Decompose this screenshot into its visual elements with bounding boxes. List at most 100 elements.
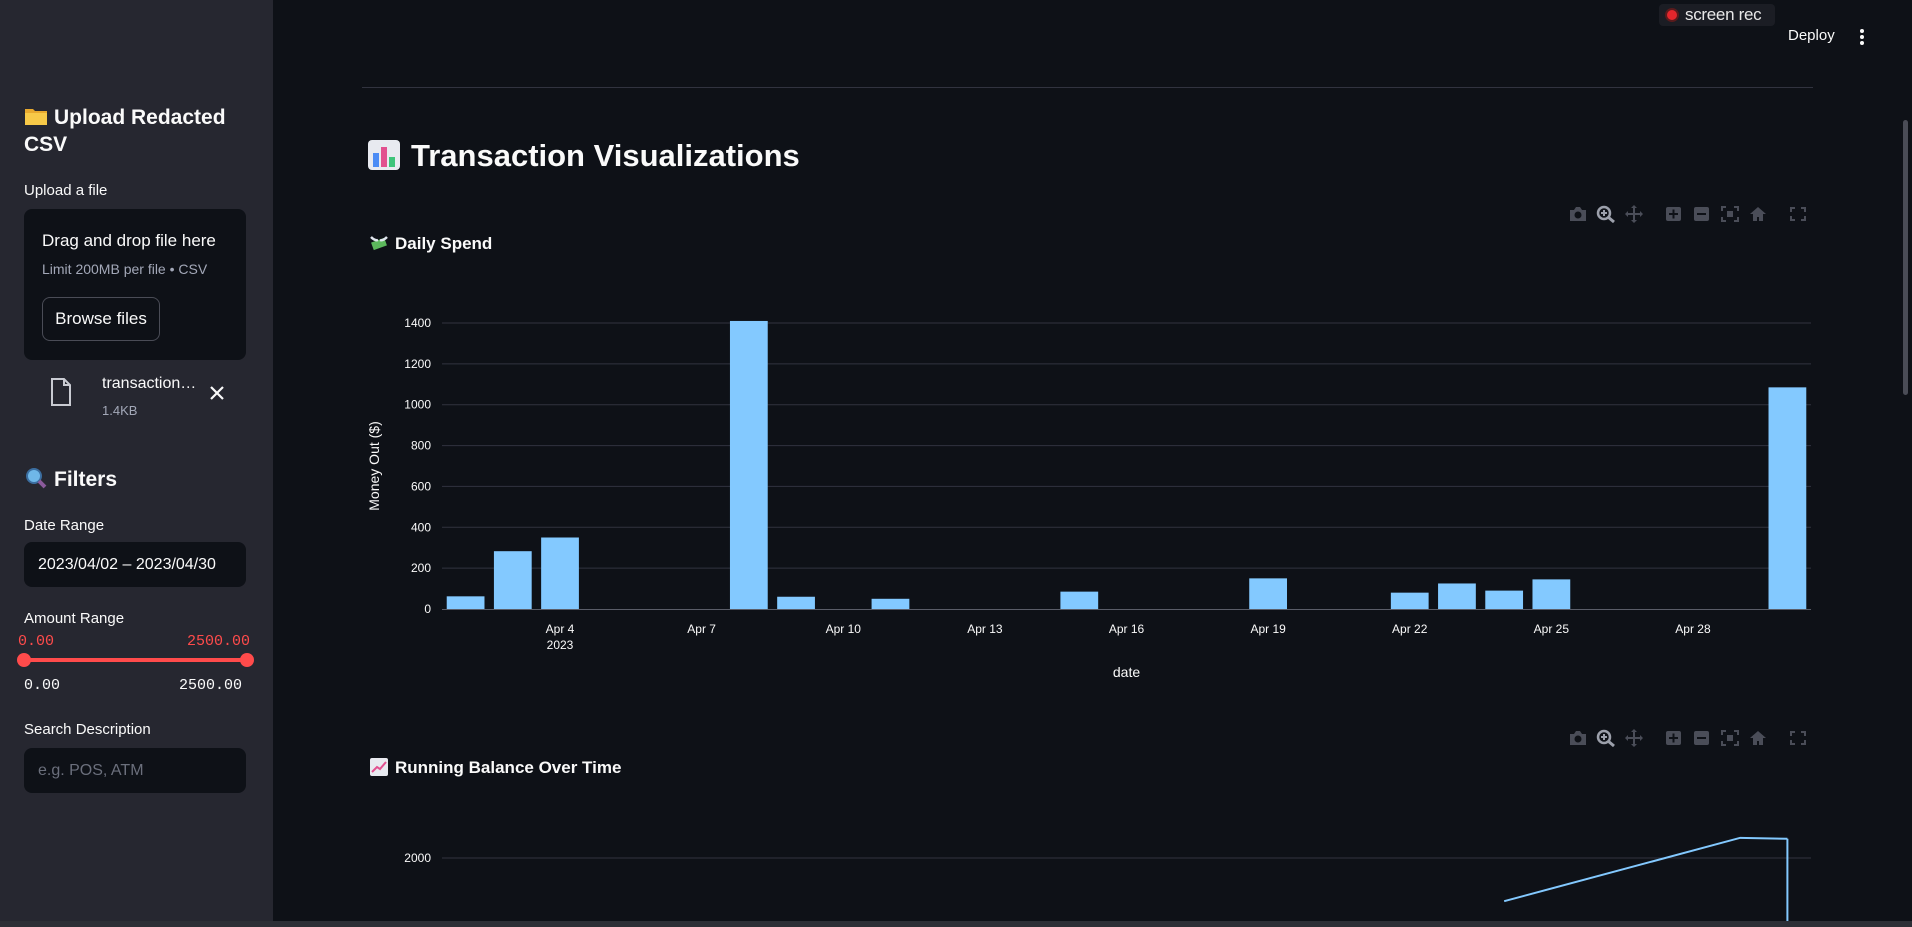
dropzone-title: Drag and drop file here bbox=[42, 231, 216, 250]
autoscale-icon[interactable] bbox=[1720, 205, 1740, 223]
bar bbox=[541, 537, 579, 609]
x-tick-label: Apr 4 bbox=[546, 622, 575, 636]
zoom-icon[interactable] bbox=[1596, 729, 1616, 747]
daily-chart-modebar bbox=[1568, 205, 1808, 223]
camera-icon[interactable] bbox=[1568, 205, 1588, 223]
bar-chart-emoji-icon bbox=[368, 140, 400, 170]
daily-spend-title: Daily Spend bbox=[369, 233, 492, 254]
amount-max-selected: 2500.00 bbox=[187, 633, 251, 650]
filters-heading-text: Filters bbox=[54, 468, 118, 491]
x-tick-label: Apr 7 bbox=[687, 622, 716, 636]
x-tick-label: Apr 10 bbox=[826, 622, 862, 636]
fullscreen-icon[interactable] bbox=[1788, 205, 1808, 223]
y-tick-label: 1200 bbox=[404, 357, 431, 371]
page-title-text: Transaction Visualizations bbox=[411, 138, 800, 173]
header-divider bbox=[362, 87, 1813, 88]
date-range-label: Date Range bbox=[24, 517, 105, 534]
y-tick-label: 1000 bbox=[404, 398, 431, 412]
page-scrollbar-thumb[interactable] bbox=[1903, 120, 1908, 395]
date-range-input[interactable]: 2023/04/02 – 2023/04/30 bbox=[24, 542, 246, 587]
uploaded-file: transaction… 1.4KB bbox=[24, 370, 246, 422]
browse-files-button[interactable]: Browse files bbox=[42, 297, 160, 341]
x-tick-label: Apr 22 bbox=[1392, 622, 1428, 636]
bar bbox=[1532, 579, 1571, 609]
bar bbox=[493, 551, 532, 609]
bar bbox=[1485, 590, 1524, 609]
sidebar: Upload Redacted CSV Upload a file Drag a… bbox=[0, 0, 273, 927]
y-tick-label: 600 bbox=[411, 479, 431, 493]
dropzone-limit: Limit 200MB per file • CSV bbox=[42, 261, 208, 277]
amount-slider-track[interactable] bbox=[24, 658, 247, 662]
bar bbox=[1249, 578, 1288, 609]
file-name: transaction… bbox=[102, 375, 197, 392]
record-icon bbox=[1665, 8, 1679, 22]
camera-icon[interactable] bbox=[1568, 729, 1588, 747]
chart-increasing-icon bbox=[370, 758, 388, 776]
y-axis-title: Money Out ($) bbox=[366, 421, 382, 510]
x-tick-label: Apr 16 bbox=[1109, 622, 1145, 636]
x-tick-label: Apr 19 bbox=[1250, 622, 1286, 636]
x-tick-label: Apr 25 bbox=[1534, 622, 1570, 636]
magnifier-icon bbox=[26, 468, 47, 489]
reset-axes-home-icon[interactable] bbox=[1748, 205, 1768, 223]
bar bbox=[729, 320, 768, 609]
y-tick-label: 200 bbox=[411, 561, 431, 575]
amount-min-selected: 0.00 bbox=[18, 633, 55, 650]
file-icon bbox=[51, 378, 71, 406]
bar bbox=[871, 598, 910, 609]
x-axis-title: date bbox=[1113, 664, 1140, 680]
balance-line bbox=[1503, 836, 1788, 903]
reset-axes-home-icon[interactable] bbox=[1748, 729, 1768, 747]
deploy-button[interactable]: Deploy bbox=[1788, 27, 1835, 44]
main-menu-kebab-icon[interactable] bbox=[1858, 27, 1866, 47]
window-bottom-edge bbox=[0, 921, 1912, 927]
bar bbox=[1060, 591, 1099, 609]
search-input[interactable] bbox=[24, 748, 246, 793]
daily-spend-chart[interactable]: 0 200 400 600 800 1000 1200 1400 Apr 4 2023 Apr 7 A… bbox=[362, 290, 1822, 690]
file-size: 1.4KB bbox=[102, 403, 138, 418]
running-balance-chart[interactable]: 2000 bbox=[362, 820, 1822, 921]
filters-heading: Filters bbox=[24, 466, 117, 493]
pan-icon[interactable] bbox=[1624, 729, 1644, 747]
x-tick-sublabel: 2023 bbox=[547, 638, 574, 652]
running-balance-title-text: Running Balance Over Time bbox=[395, 758, 622, 777]
y-tick-label: 0 bbox=[424, 602, 431, 616]
bar bbox=[777, 596, 815, 609]
fullscreen-icon[interactable] bbox=[1788, 729, 1808, 747]
money-with-wings-icon bbox=[370, 236, 388, 251]
bar bbox=[1438, 583, 1476, 609]
y-tick-label: 800 bbox=[411, 439, 431, 453]
page-title: Transaction Visualizations bbox=[367, 138, 800, 174]
screen-recorder-badge[interactable]: screen rec bbox=[1659, 4, 1775, 26]
amount-range-label: Amount Range bbox=[24, 610, 125, 627]
bar bbox=[1768, 387, 1807, 609]
zoom-in-icon[interactable] bbox=[1664, 729, 1684, 747]
bar bbox=[446, 596, 485, 609]
amount-slider-max-handle[interactable] bbox=[240, 653, 254, 667]
x-tick-label: Apr 13 bbox=[967, 622, 1003, 636]
y-tick-label: 1400 bbox=[404, 316, 431, 330]
balance-chart-modebar bbox=[1568, 729, 1808, 747]
search-label: Search Description bbox=[24, 721, 151, 738]
file-dropzone[interactable]: Drag and drop file here Limit 200MB per … bbox=[24, 209, 246, 360]
upload-heading: Upload Redacted CSV bbox=[24, 104, 273, 158]
bar bbox=[1390, 592, 1429, 609]
upload-label: Upload a file bbox=[24, 182, 108, 199]
autoscale-icon[interactable] bbox=[1720, 729, 1740, 747]
y-tick-label: 400 bbox=[411, 520, 431, 534]
zoom-out-icon[interactable] bbox=[1692, 205, 1712, 223]
daily-spend-title-text: Daily Spend bbox=[395, 234, 493, 253]
y-tick-label: 2000 bbox=[404, 851, 431, 865]
amount-slider-min-handle[interactable] bbox=[17, 653, 31, 667]
pan-icon[interactable] bbox=[1624, 205, 1644, 223]
zoom-out-icon[interactable] bbox=[1692, 729, 1712, 747]
zoom-icon[interactable] bbox=[1596, 205, 1616, 223]
x-tick-label: Apr 28 bbox=[1675, 622, 1711, 636]
remove-file-close-icon[interactable] bbox=[208, 384, 226, 402]
recorder-label: screen rec bbox=[1685, 5, 1762, 24]
amount-max-bound: 2500.00 bbox=[179, 677, 243, 694]
folder-icon bbox=[25, 109, 47, 125]
zoom-in-icon[interactable] bbox=[1664, 205, 1684, 223]
amount-min-bound: 0.00 bbox=[24, 677, 61, 694]
running-balance-title: Running Balance Over Time bbox=[369, 757, 621, 778]
